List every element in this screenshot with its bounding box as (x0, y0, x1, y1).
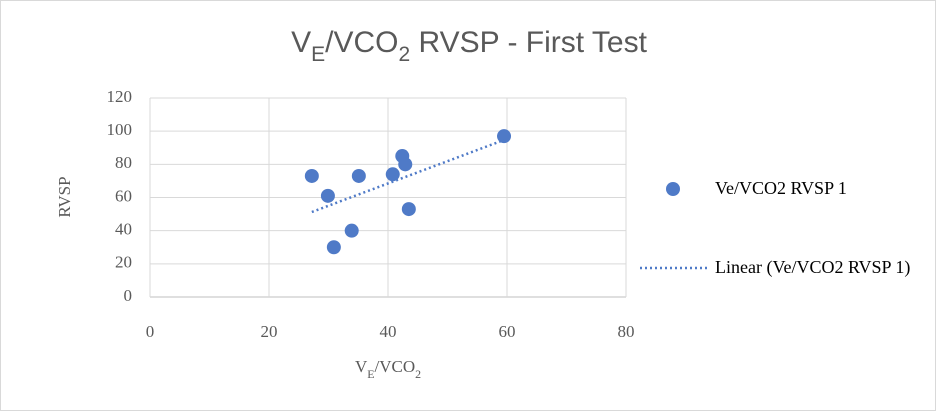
y-axis-label: RVSP (55, 176, 74, 217)
y-tick-label: 0 (124, 286, 133, 305)
point (401, 202, 416, 217)
x-tick-label: 60 (499, 322, 516, 341)
legend-entry: Linear (Ve/VCO2 RVSP 1) (715, 257, 911, 277)
chart-title: VE/VCO2 RVSP - First Test (291, 26, 647, 66)
point (326, 240, 341, 255)
point (398, 157, 413, 172)
point (304, 168, 319, 183)
legend-label: Linear (Ve/VCO2 RVSP 1) (715, 257, 911, 277)
y-tick-label: 100 (107, 120, 133, 139)
y-tick-label: 20 (115, 253, 132, 272)
x-axis-label: VE/VCO2 (355, 357, 421, 381)
chart-title-part: 2 (398, 43, 410, 66)
point (497, 129, 512, 144)
x-tick-label: 40 (380, 322, 397, 341)
x-axis-label-part: 2 (415, 367, 421, 381)
x-axis-label-part: /VCO (374, 357, 415, 376)
legend-marker (666, 182, 680, 196)
y-tick-label: 80 (115, 153, 132, 172)
x-tick-label: 0 (146, 322, 155, 341)
chart-title-part: E (311, 43, 325, 66)
legend-label: Ve/VCO2 RVSP 1 (715, 178, 847, 198)
point (344, 223, 359, 238)
point (351, 168, 366, 183)
chart-title-part: RVSP - First Test (410, 26, 647, 59)
chart-title-part: V (291, 26, 311, 59)
chart-title-part: /VCO (325, 26, 398, 59)
x-tick-label: 80 (618, 322, 635, 341)
point (385, 167, 400, 182)
x-axis-label-part: V (355, 357, 368, 376)
x-axis-label-part: E (367, 367, 374, 381)
trendline (311, 138, 505, 214)
y-tick-label: 60 (115, 186, 132, 205)
legend-entry: Ve/VCO2 RVSP 1 (715, 178, 847, 198)
point (320, 188, 335, 203)
y-tick-label: 120 (107, 87, 133, 106)
y-tick-label: 40 (115, 220, 132, 239)
x-tick-label: 20 (261, 322, 278, 341)
